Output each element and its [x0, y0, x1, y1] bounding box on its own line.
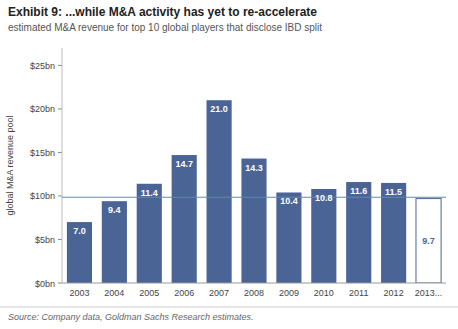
- data-label: 14.7: [175, 159, 193, 169]
- y-tick-label: $25bn: [30, 61, 55, 71]
- source-rule: [0, 307, 458, 308]
- y-axis: $0bn $5bn $10bn $15bn $20bn $25bn: [30, 48, 62, 289]
- x-tick-label: 2012: [384, 288, 404, 298]
- x-tick-label: 2004: [104, 288, 124, 298]
- bar: [381, 183, 406, 283]
- data-labels: 7.0 9.4 11.4 14.7 21.0 14.3 10.4 10.8 11.6 11.5 9.…: [73, 104, 435, 246]
- y-tick-label: $20bn: [30, 104, 55, 114]
- bars: [67, 100, 441, 283]
- subtitle: estimated M&A revenue for top 10 global …: [8, 22, 322, 33]
- x-tick-label: 2005: [139, 288, 159, 298]
- x-axis: 2003 2004 2005 2006 2007 2008 2009 2010 2011 2012…: [69, 288, 442, 298]
- bar: [67, 222, 92, 283]
- bar: [137, 184, 162, 283]
- x-tick-label: 2006: [174, 288, 194, 298]
- bar: [241, 159, 266, 283]
- x-tick-label: 2008: [244, 288, 264, 298]
- x-tick-label: 2013...: [415, 288, 443, 298]
- x-tick-label: 2003: [69, 288, 89, 298]
- title: Exhibit 9: ...while M&A activity has yet…: [8, 5, 317, 19]
- data-label: 7.0: [73, 226, 86, 236]
- data-label: 10.8: [315, 193, 333, 203]
- y-tick: [58, 283, 62, 284]
- bar: [276, 192, 301, 283]
- y-tick-label: $10bn: [30, 191, 55, 201]
- data-label: 11.4: [141, 188, 158, 198]
- source: Source: Company data, Goldman Sachs Rese…: [8, 312, 254, 322]
- data-label: 10.4: [280, 196, 298, 206]
- y-tick-label: $15bn: [30, 148, 55, 158]
- y-tick-label: $0bn: [35, 279, 55, 289]
- data-label: 14.3: [245, 163, 263, 173]
- x-tick-label: 2010: [314, 288, 334, 298]
- data-label: 9.4: [108, 205, 121, 215]
- data-label: 11.6: [350, 186, 367, 196]
- y-tick-label: $5bn: [35, 235, 55, 245]
- data-label: 11.5: [385, 187, 402, 197]
- y-axis-label: global M&A revenue pool: [5, 115, 15, 215]
- bar: [102, 201, 127, 283]
- bar: [207, 100, 232, 283]
- bar: [172, 155, 197, 283]
- data-label: 21.0: [210, 104, 228, 114]
- y-tick: [58, 195, 62, 196]
- chart: Exhibit 9: ...while M&A activity has yet…: [0, 0, 458, 329]
- y-tick: [58, 152, 62, 153]
- x-tick-label: 2009: [279, 288, 299, 298]
- x-tick-label: 2011: [349, 288, 368, 298]
- x-tick-label: 2007: [209, 288, 229, 298]
- x-axis-line: [62, 283, 446, 284]
- y-tick: [58, 239, 62, 240]
- data-label: 9.7: [422, 236, 435, 246]
- y-axis-line: [62, 48, 63, 283]
- bar: [311, 189, 336, 283]
- y-tick: [58, 65, 62, 66]
- bar: [416, 199, 441, 283]
- y-tick: [58, 108, 62, 109]
